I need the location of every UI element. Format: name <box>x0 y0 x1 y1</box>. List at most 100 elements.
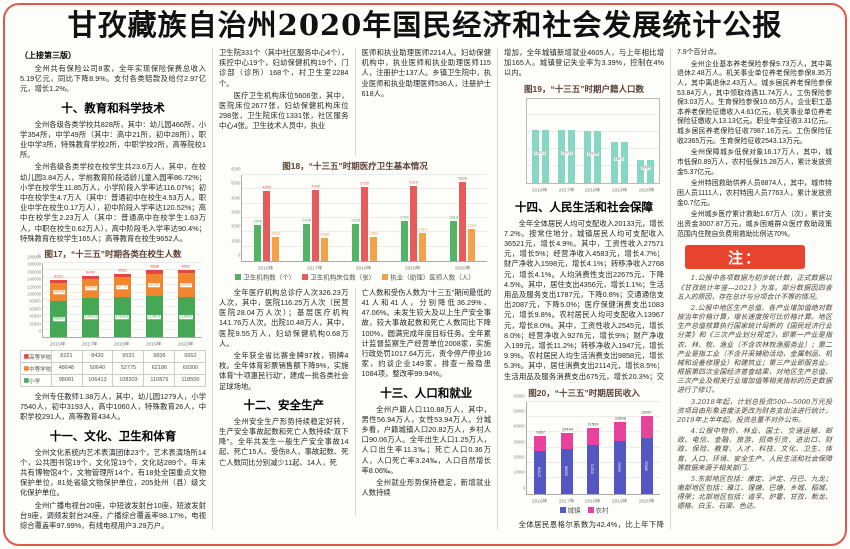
bar-value-label: 2813 <box>449 215 458 220</box>
y-tick-label: 20000 <box>513 455 525 460</box>
legend-row-label: 小学 <box>21 374 51 387</box>
bar-group: 118.1 <box>610 99 628 183</box>
column-1: （上接第三版） 全州共有保险公司8家，全年实现保险保费总收入5.19亿元，同比下… <box>14 48 212 530</box>
bar-value-label: 108.4 <box>640 166 651 170</box>
legend-item: 城镇 <box>559 506 581 516</box>
bar-value-label: 108303 <box>115 314 130 319</box>
bar-segment-rural <box>560 432 573 449</box>
notes-header-box: 注： <box>685 245 805 270</box>
bar-value-label: 12808 <box>614 416 626 421</box>
chart-title: 图19，“十三五”时期户籍人口数 <box>524 83 644 94</box>
heading-population: 十三、人口和就业 <box>380 387 473 400</box>
x-tick-label: 2019年 <box>612 187 628 193</box>
bar-segment: 106413 <box>82 297 100 337</box>
bar <box>620 142 628 183</box>
bar-group: 11593 31372 <box>587 402 600 494</box>
bar-value-label: 1598 <box>320 233 329 237</box>
legend-table-value: 62186 <box>144 362 174 375</box>
bar-value-label: 9531 <box>118 268 127 273</box>
bar-value-label: 29358 <box>565 465 569 477</box>
bar-segment <box>82 275 100 279</box>
bar-value-label: 27978 <box>538 467 543 478</box>
x-tick-label: 2018年 <box>585 498 601 504</box>
bar-segment: 52775 <box>113 277 131 297</box>
note-item-2: 2.公报中地区生产总值、各产业增加值绝对数按当年价格计算，增长速度按可比价格计算… <box>677 303 832 395</box>
bar-group: 12808 34131 <box>614 402 627 494</box>
para-population: 全州户籍人口110.88万人，其中，男性56.94万人，女性53.94万人。分城… <box>361 404 492 475</box>
chart-plot: 119.21 119.13 119.05 118.1 108.4 <box>526 97 660 184</box>
gridline <box>43 269 202 271</box>
legend-item: 农村 <box>587 506 609 516</box>
bar <box>584 131 592 183</box>
bar <box>459 181 466 261</box>
para-teachers: 全州专任教师1.38万人，其中，幼儿园1279人，小学7540人，初中3193人… <box>20 391 206 422</box>
bar-wrap: 2791 <box>400 175 409 261</box>
y-tick-label: 0 <box>522 486 525 491</box>
note-item-5: 5.东部地区包括：康定、泸定、丹巴、九龙；南部地区包括：雅江、理塘、巴塘、乡城、… <box>677 474 832 511</box>
y-tick-label: 4000 <box>230 196 240 201</box>
bar-value-label: 36521 <box>644 460 649 471</box>
bar-segment <box>177 269 195 274</box>
column-2-3: 卫生院331个（其中社区服务中心4个），疾控中心19个，妇幼保健机构19个，门诊… <box>212 47 497 530</box>
bar-wrap: 2508 <box>253 175 262 261</box>
legend-table-value: 9531 <box>113 350 144 363</box>
y-tick-label: 0 <box>237 253 240 258</box>
y-tick-label: 30000 <box>513 440 525 445</box>
x-tick-label: 2020年 <box>638 498 655 504</box>
pair-bottom-row: 全年医疗机构总诊疗人次326.23万人次，其中，医院116.25万人次（民营医院… <box>219 287 492 516</box>
para-insurance: 全州共有保险公司8家，全年实现保险保费总收入5.19亿元，同比下降8.9%。支付… <box>20 63 206 94</box>
chart-20: 图20，“十三五”时期居民收入 0 10000 20000 30000 40000 5000… <box>504 387 664 516</box>
bar-value-label: 10444 <box>561 427 573 432</box>
y-tick-label: 6000 <box>230 167 240 172</box>
x-tick-label: 2018年 <box>585 187 601 193</box>
y-tick-label: 60000 <box>513 394 525 399</box>
chart-plot: 0 10000 20000 30000 40000 50000 60000 9367 27978… <box>514 394 660 495</box>
y-unit-label: 人 <box>36 254 41 259</box>
para-engel-end: 7.9个百分点。 <box>677 48 722 56</box>
bar-wrap: 1633 <box>271 175 280 261</box>
heading-culture: 十一、文化、卫生和体育 <box>49 430 177 443</box>
bar-wrap: 1651 <box>369 175 378 261</box>
bar <box>263 191 270 261</box>
bar-group: 8430 50640 106413 <box>82 263 100 337</box>
bar-value-label: 5219 <box>409 181 418 186</box>
bar <box>594 131 602 183</box>
x-tick-label: 2016年 <box>257 266 274 271</box>
bar <box>637 159 645 183</box>
bar-group: 2791 5219 1914 <box>400 175 427 261</box>
gridline <box>527 400 660 402</box>
bar <box>312 190 319 261</box>
bar <box>558 130 566 183</box>
y-tick-label: 10000 <box>513 471 525 476</box>
bar-group: 119.05 <box>584 99 602 183</box>
para-income: 全年全体居民人均可支配收入20133元，增长7.2%。按常住地分，城镇居民人均可… <box>504 218 664 383</box>
chart-title: 图17，“十三五”时期各类在校生人数 <box>44 248 182 259</box>
bar-wrap: 4859 <box>262 175 271 261</box>
bar-segment: 50640 <box>82 278 100 298</box>
bar <box>531 129 539 183</box>
x-tick-label: 2019年 <box>405 266 421 271</box>
bar-group: 108.4 <box>637 99 655 183</box>
column-5: 7.9个百分点。 全州企业基本养老保险参保9.73万人，其中离退休2.48万人。… <box>670 47 838 530</box>
bar-value-label: 119.05 <box>586 152 599 156</box>
y-tick-label: 20000 <box>29 322 41 327</box>
legend-table-value: 52775 <box>113 362 144 375</box>
bar-value-label: 13967 <box>641 411 653 416</box>
y-tick-label: 2000 <box>230 225 240 230</box>
x-tick-label: 2019年 <box>146 342 162 348</box>
chart-title: 图20，“十三五”时期居民收入 <box>528 387 640 398</box>
bar <box>272 237 279 261</box>
bar-group: 2545 4942 1598 <box>302 175 329 261</box>
bar-value-label: 50640 <box>84 286 97 291</box>
gridline <box>527 415 660 417</box>
bar-segment: 48648 <box>50 282 68 301</box>
legend-table-value: 9652 <box>175 350 205 363</box>
bar-value-label: 2609 <box>351 218 360 223</box>
bar-value-label: 9836 <box>149 264 159 269</box>
bar-value-label: 8430 <box>86 270 96 275</box>
continued-tag: （上接第三版） <box>20 50 76 60</box>
bar-group: 2813 5606 2214 <box>449 175 476 261</box>
bar-value-label: 1914 <box>418 228 427 233</box>
y-tick-label: 1000 <box>230 239 240 244</box>
chart-19: 图19，“十三五”时期户籍人口数 119.21 119.13 119.05 118.1 1… <box>504 83 664 194</box>
